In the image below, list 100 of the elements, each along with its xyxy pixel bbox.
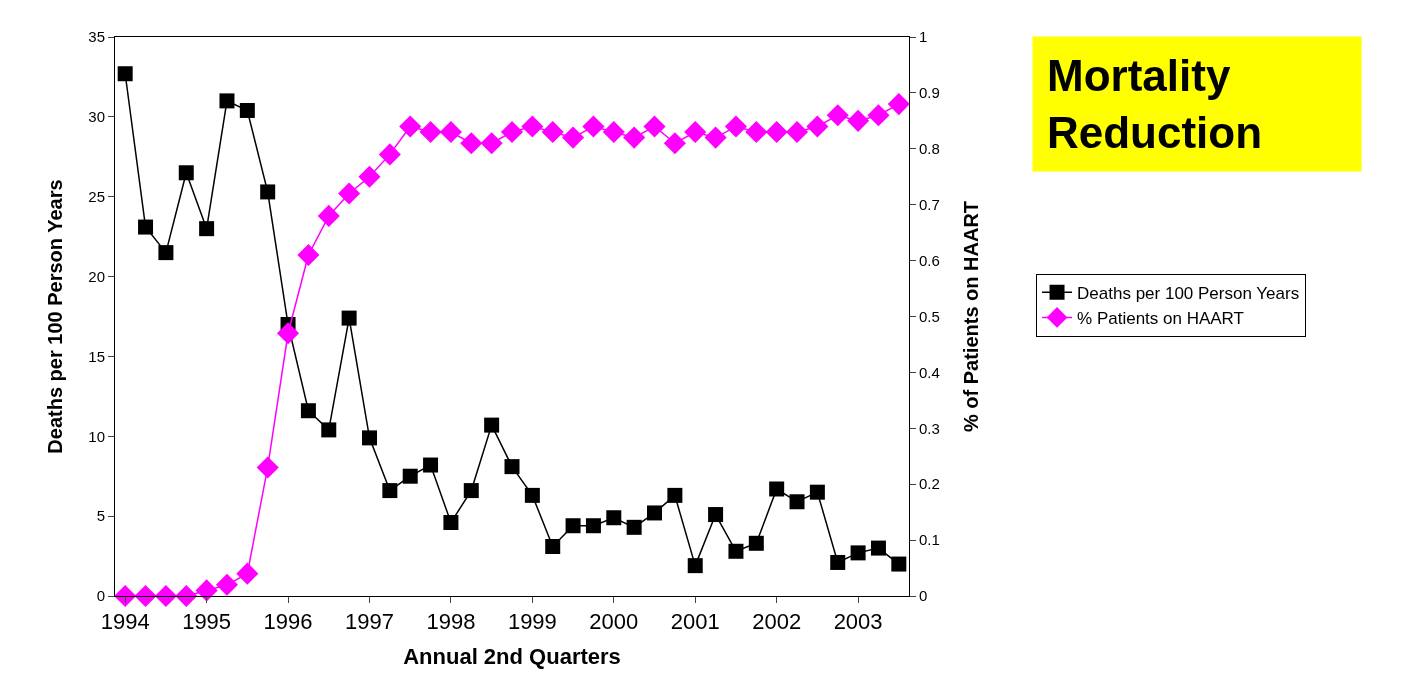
point	[562, 126, 585, 149]
point	[358, 165, 381, 188]
point	[260, 184, 276, 200]
point	[378, 143, 401, 166]
y2-tick-label: 0.1	[919, 531, 940, 549]
legend-label: Deaths per 100 Person Years	[1077, 284, 1300, 303]
point	[297, 243, 320, 267]
y-tick-label: 15	[88, 347, 105, 365]
y2-tick-label: 0.4	[919, 363, 940, 381]
point	[728, 543, 744, 559]
point	[341, 310, 357, 326]
point	[480, 132, 503, 155]
x-axis-title: Annual 2nd Quarters	[403, 644, 621, 670]
point	[809, 484, 825, 500]
point	[582, 115, 605, 138]
y2-tick-label: 1	[919, 28, 928, 46]
x-tick-label: 1999	[507, 609, 557, 635]
y-axis-title: Deaths per 100 Person Years	[43, 179, 66, 454]
point	[178, 165, 194, 181]
point	[460, 132, 483, 155]
x-tick-label: 2002	[752, 609, 802, 635]
point	[626, 519, 642, 535]
point	[256, 456, 279, 479]
x-tick-label: 1997	[345, 609, 394, 635]
point	[382, 483, 398, 499]
y-tick-label: 10	[88, 427, 105, 445]
point	[687, 558, 703, 574]
point	[667, 487, 683, 503]
y2-tick-label: 0.8	[919, 140, 940, 158]
point	[443, 515, 459, 531]
point	[785, 120, 809, 144]
point	[195, 579, 218, 602]
y-tick-label: 5	[96, 507, 105, 525]
point	[545, 538, 561, 554]
y2-axis-title: % of Patients on HAART	[960, 200, 983, 433]
point	[338, 182, 361, 205]
point	[239, 102, 255, 118]
point	[321, 422, 337, 438]
point	[769, 481, 785, 497]
point	[830, 554, 846, 570]
point	[565, 518, 581, 534]
point	[215, 573, 239, 596]
x-tick-label: 2001	[670, 609, 720, 635]
x-tick-label: 1994	[100, 609, 150, 635]
point	[504, 459, 520, 475]
point	[463, 483, 479, 499]
x-tick-label: 1998	[426, 609, 476, 635]
point	[219, 93, 235, 109]
point	[361, 430, 377, 446]
point	[606, 510, 622, 526]
point	[647, 505, 663, 521]
y2-tick-label: 0.3	[919, 419, 940, 437]
point	[745, 120, 768, 144]
point	[684, 120, 707, 144]
text: Mortality Reduction	[1047, 51, 1263, 158]
y2-tick-label: 0.6	[919, 251, 940, 269]
x-tick-label: 1995	[182, 609, 232, 635]
x-tick-label: 1996	[263, 609, 313, 635]
point	[623, 126, 646, 149]
point	[891, 556, 907, 572]
y-tick-label: 20	[88, 267, 105, 285]
point	[663, 132, 686, 155]
y2-tick-label: 0.5	[919, 307, 940, 325]
x-tick-label: 2000	[589, 609, 639, 635]
point	[867, 104, 890, 127]
point	[850, 545, 866, 561]
point	[236, 562, 259, 585]
y2-tick-label: 0.7	[919, 195, 940, 213]
point	[826, 104, 849, 127]
point	[748, 535, 764, 551]
point	[789, 494, 805, 510]
point	[134, 584, 157, 608]
point	[175, 584, 198, 608]
point	[114, 584, 137, 608]
point	[399, 115, 422, 138]
point	[500, 120, 524, 144]
point	[402, 468, 418, 484]
point	[117, 66, 133, 82]
point	[521, 115, 544, 138]
y-tick-label: 35	[88, 28, 105, 46]
point	[643, 115, 666, 138]
point	[708, 507, 724, 523]
point	[585, 518, 601, 534]
point	[138, 219, 154, 235]
y2-tick-label: 0	[919, 587, 928, 605]
point	[724, 115, 747, 138]
y2-tick-label: 0.9	[919, 84, 940, 102]
y-tick-label: 25	[88, 187, 105, 205]
point	[317, 204, 340, 227]
x-tick-label: 2003	[833, 609, 883, 635]
point	[419, 120, 442, 144]
point	[439, 120, 462, 144]
point	[870, 540, 886, 556]
point	[524, 487, 540, 503]
point	[277, 322, 300, 345]
point	[423, 457, 439, 473]
point	[602, 120, 625, 144]
y2-tick-label: 0.2	[919, 475, 940, 493]
y-tick-label: 30	[88, 108, 105, 126]
point	[484, 417, 500, 433]
